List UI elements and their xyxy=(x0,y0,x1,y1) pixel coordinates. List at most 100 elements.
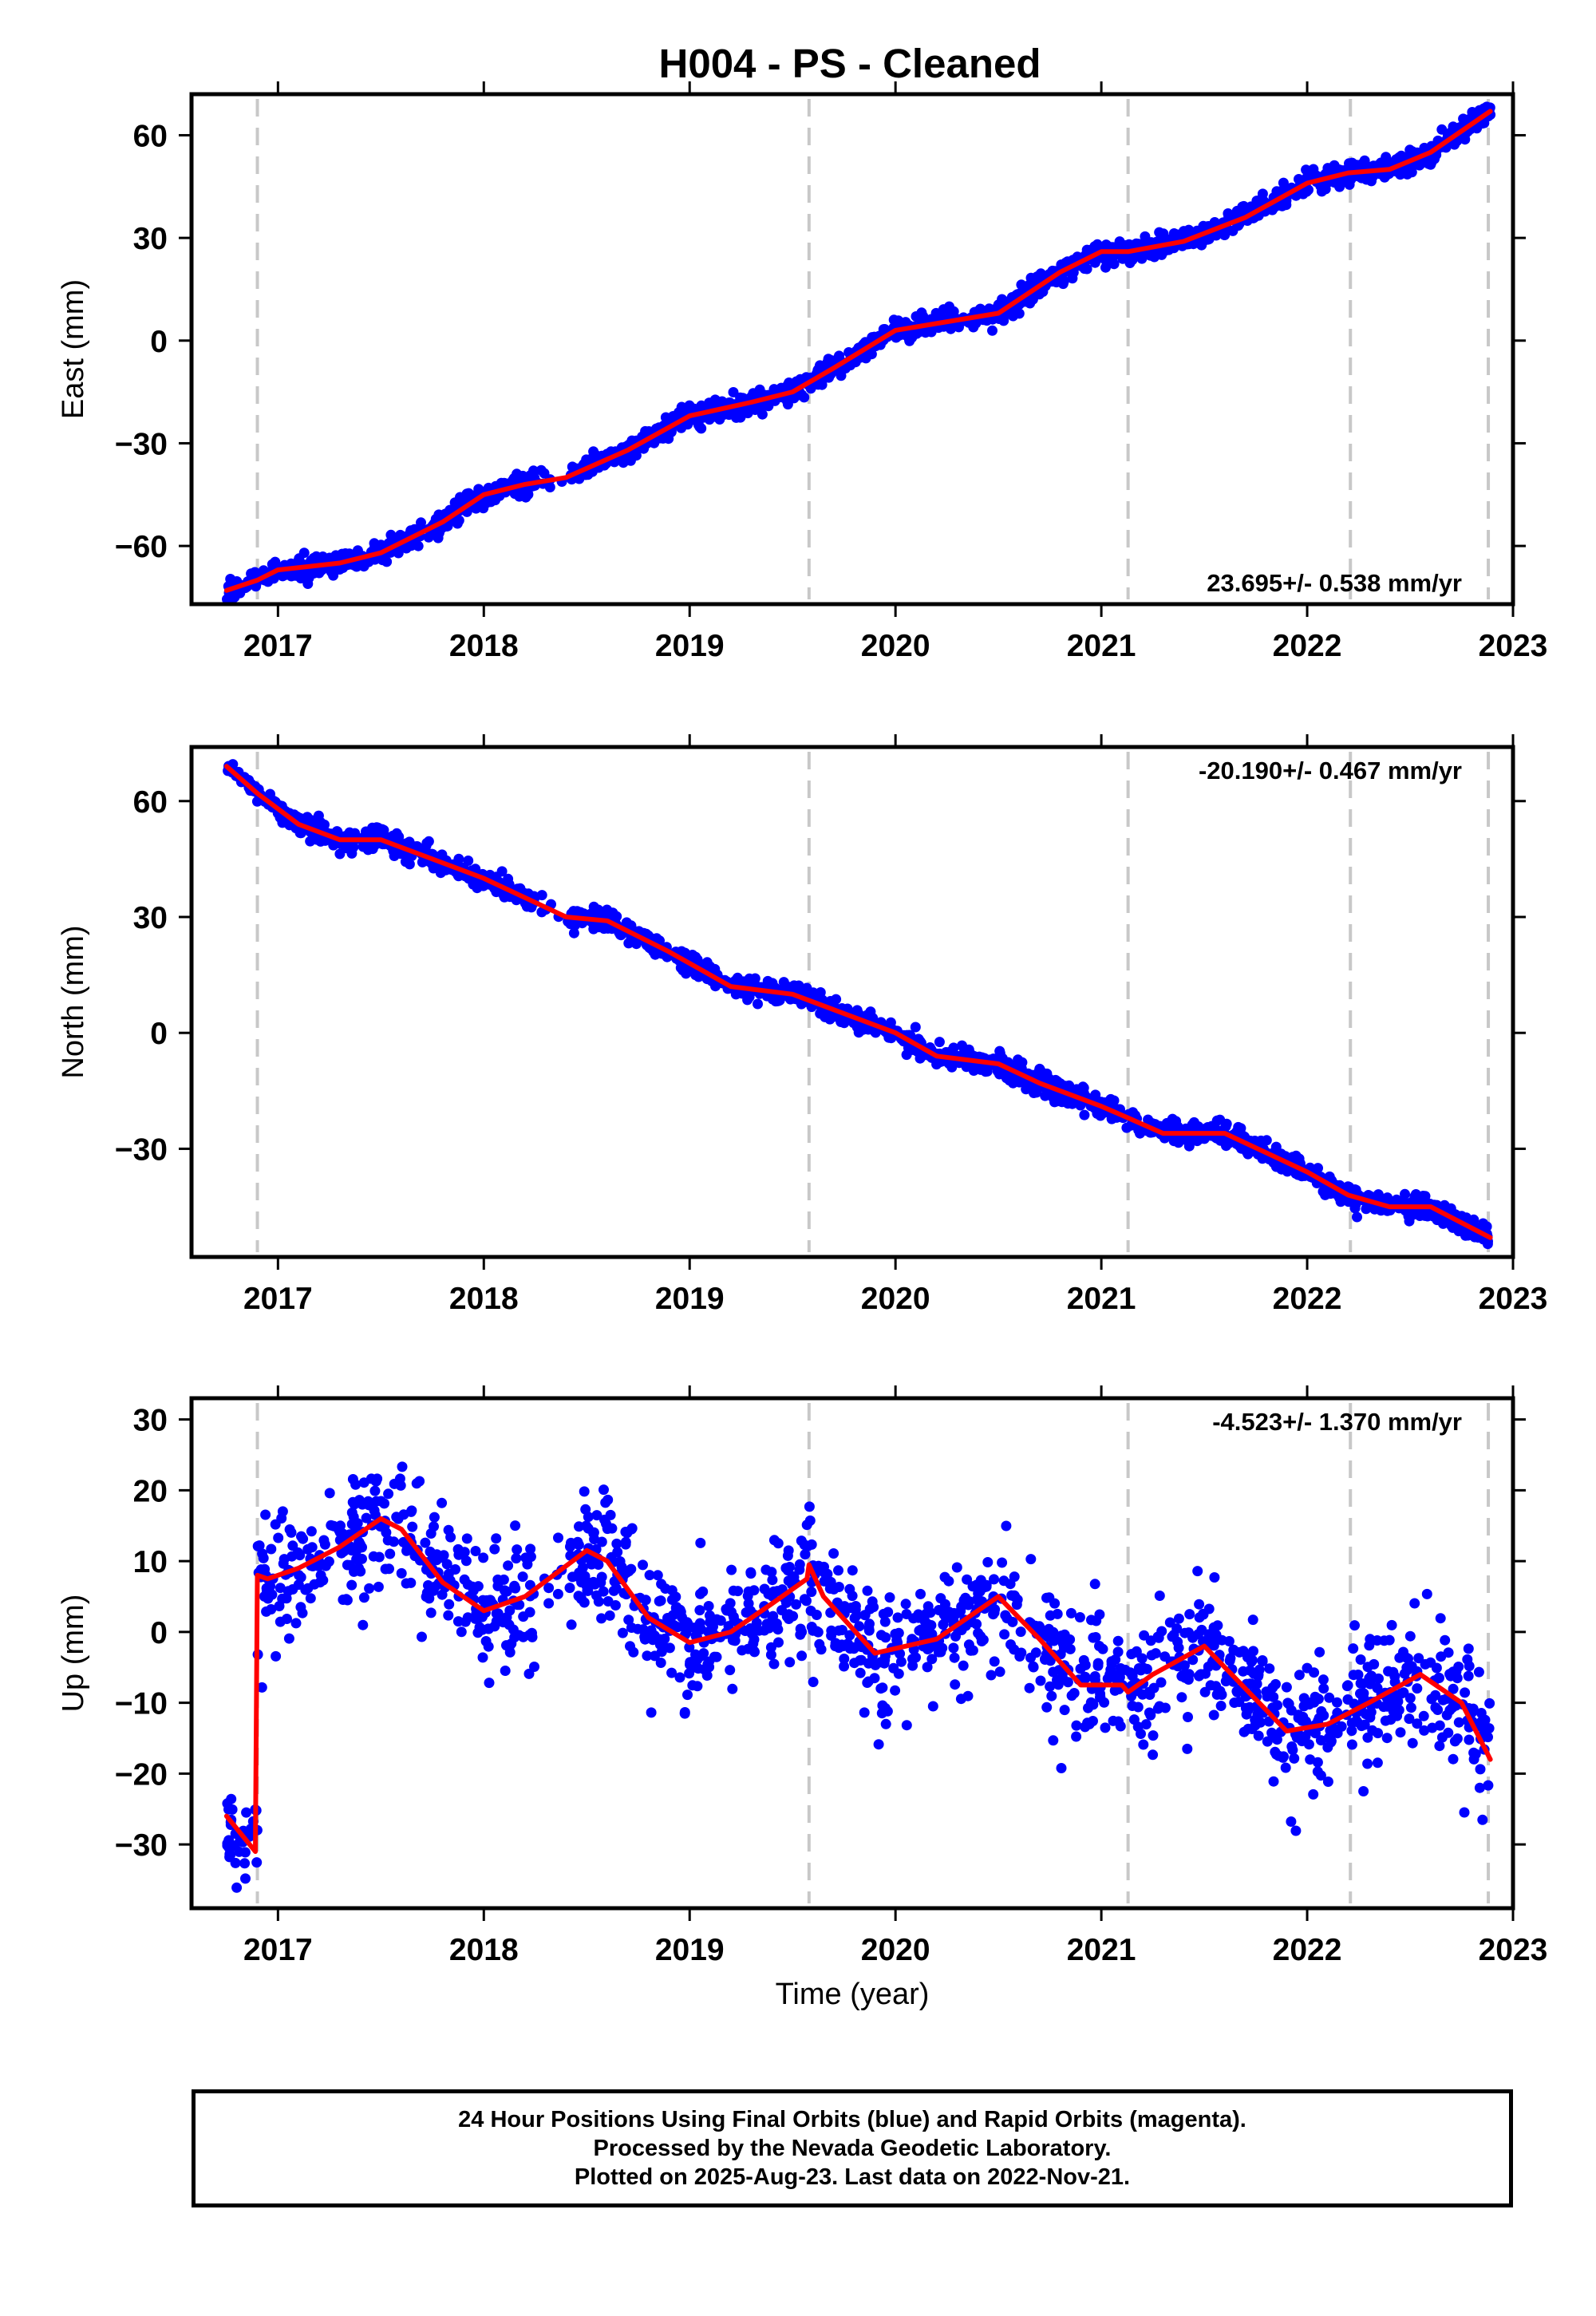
data-point xyxy=(552,1588,563,1599)
data-point xyxy=(978,1582,989,1593)
data-point xyxy=(301,567,312,578)
data-point xyxy=(1464,1734,1475,1745)
data-point xyxy=(811,1610,822,1620)
data-point xyxy=(468,879,479,890)
data-point xyxy=(1209,217,1220,227)
data-point xyxy=(1058,1642,1069,1654)
data-point xyxy=(768,1535,780,1546)
data-point xyxy=(261,1606,272,1617)
data-point xyxy=(1154,1591,1165,1601)
data-point xyxy=(911,1652,921,1663)
data-point xyxy=(990,1604,1001,1615)
data-point xyxy=(1272,1700,1283,1711)
data-point xyxy=(913,1034,924,1045)
data-point xyxy=(1195,1670,1206,1680)
y-axis-label: Up (mm) xyxy=(57,1595,90,1713)
data-point xyxy=(383,1488,394,1500)
data-point xyxy=(922,1662,933,1673)
data-point xyxy=(1097,1643,1108,1654)
data-point xyxy=(721,1605,733,1616)
data-point xyxy=(895,1656,907,1667)
data-point xyxy=(504,1619,515,1630)
data-point xyxy=(1173,1642,1184,1654)
data-point xyxy=(1404,1215,1415,1227)
data-point xyxy=(462,1579,473,1590)
data-point xyxy=(915,1588,926,1599)
data-point xyxy=(596,1613,607,1624)
data-point xyxy=(305,836,316,847)
data-point xyxy=(1216,1634,1227,1646)
data-point xyxy=(800,1549,811,1560)
data-point xyxy=(293,571,304,582)
data-point xyxy=(1187,1654,1199,1666)
data-point xyxy=(1400,164,1412,175)
data-point xyxy=(833,1582,844,1592)
data-point xyxy=(652,1570,663,1581)
data-point xyxy=(804,1501,815,1512)
footer-line-2: Processed by the Nevada Geodetic Laborat… xyxy=(593,2136,1112,2161)
data-point xyxy=(491,1608,502,1619)
data-point xyxy=(350,1479,361,1490)
data-point xyxy=(358,1619,369,1630)
data-point xyxy=(1069,1688,1080,1698)
data-point xyxy=(1282,1697,1294,1709)
data-point xyxy=(854,1621,865,1632)
data-point xyxy=(1050,1074,1061,1085)
data-point xyxy=(791,1599,802,1610)
data-point xyxy=(752,1625,763,1636)
data-point xyxy=(1332,1697,1342,1708)
data-point xyxy=(1308,164,1319,175)
data-point xyxy=(1016,1647,1027,1658)
data-point xyxy=(1025,1652,1036,1663)
data-point xyxy=(654,1595,665,1607)
data-point xyxy=(859,1610,871,1621)
data-point xyxy=(522,1559,533,1570)
data-point xyxy=(1106,1113,1117,1124)
y-tick-label: −30 xyxy=(115,1828,168,1863)
data-point xyxy=(1359,1719,1370,1730)
data-point xyxy=(1439,1215,1450,1227)
data-point xyxy=(1231,205,1242,216)
data-point xyxy=(799,1594,810,1605)
data-point xyxy=(796,1535,807,1547)
data-point xyxy=(553,1532,563,1543)
x-tick-label: 2023 xyxy=(1479,1282,1548,1316)
data-point xyxy=(1001,1520,1012,1531)
data-point xyxy=(306,1526,317,1537)
data-point xyxy=(567,1571,578,1583)
data-point xyxy=(1484,1697,1495,1709)
data-point xyxy=(346,1507,358,1518)
data-point xyxy=(543,1583,555,1594)
y-tick-label: 30 xyxy=(133,222,168,256)
y-tick-label: 30 xyxy=(133,901,168,935)
data-point xyxy=(564,1583,575,1594)
data-point xyxy=(840,363,851,373)
data-point xyxy=(728,1585,739,1596)
data-point xyxy=(1346,1717,1357,1729)
data-point xyxy=(298,1533,309,1544)
data-point xyxy=(1418,1710,1429,1721)
data-point xyxy=(512,1544,523,1555)
data-point xyxy=(1212,1620,1223,1631)
data-point xyxy=(1483,1723,1495,1734)
plot-frame xyxy=(189,745,1515,1259)
data-point xyxy=(1194,1612,1205,1623)
data-point xyxy=(368,1551,379,1562)
data-point xyxy=(623,1566,634,1577)
y-tick-label: −30 xyxy=(115,427,168,461)
data-point xyxy=(863,1625,875,1636)
model-line-east xyxy=(223,109,1493,593)
data-point xyxy=(476,1611,488,1622)
data-point xyxy=(839,1654,850,1664)
data-point xyxy=(1365,1706,1377,1717)
data-point xyxy=(709,1651,720,1662)
data-point xyxy=(588,1576,599,1587)
data-point xyxy=(1100,1722,1111,1733)
data-point xyxy=(1102,1674,1113,1684)
data-point xyxy=(420,1537,431,1548)
data-point xyxy=(1280,1762,1291,1773)
data-point xyxy=(1025,1554,1037,1565)
data-point xyxy=(862,1585,873,1596)
data-point xyxy=(491,1533,502,1544)
data-point xyxy=(514,491,525,502)
